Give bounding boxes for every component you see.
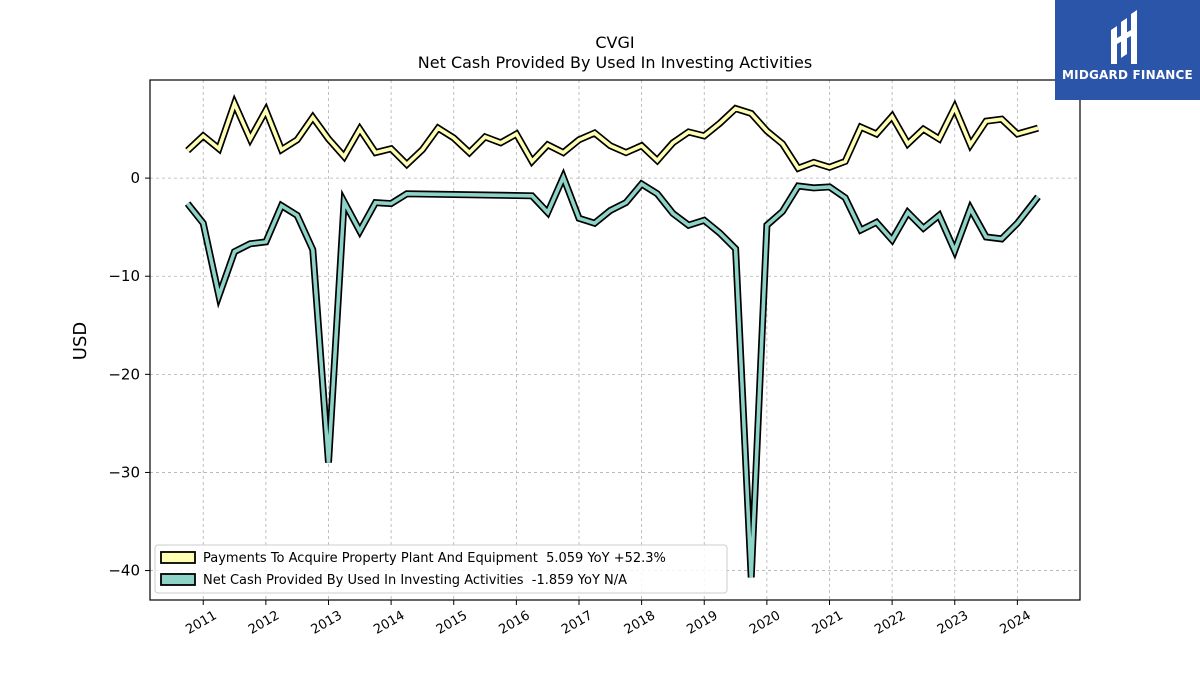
y-tick-label: −40 (108, 562, 140, 580)
x-tick-label: 2014 (371, 608, 407, 638)
x-tick-label: 2021 (810, 608, 846, 638)
x-tick-label: 2015 (434, 608, 470, 638)
x-tick-label: 2016 (497, 608, 533, 638)
y-tick-label: −30 (108, 463, 140, 481)
x-tick-label: 2023 (935, 608, 971, 638)
chart-subtitle: Net Cash Provided By Used In Investing A… (418, 53, 812, 72)
x-tick-label: 2013 (309, 608, 345, 638)
plot-frame (149, 79, 1081, 601)
legend-box (154, 544, 728, 594)
legend-label-capex: Payments To Acquire Property Plant And E… (203, 551, 666, 566)
brand-logo: MIDGARD FINANCE (1055, 0, 1200, 100)
legend-label-investing: Net Cash Provided By Used In Investing A… (203, 573, 627, 588)
x-tick-label: 2019 (684, 608, 720, 638)
x-tick-label: 2022 (872, 608, 908, 638)
legend: Payments To Acquire Property Plant And E… (154, 544, 728, 594)
series-line-1 (186, 172, 1040, 578)
series-layer (184, 93, 1041, 578)
legend-swatch-investing (160, 573, 196, 586)
y-tick-label: −10 (108, 267, 140, 285)
x-tick-label: 2024 (998, 608, 1034, 638)
series-outline-1 (184, 167, 1041, 578)
x-tick-label: 2020 (747, 608, 783, 638)
x-tick-label: 2012 (246, 608, 282, 638)
legend-swatch-capex (160, 551, 196, 564)
y-tick-label: −20 (108, 365, 140, 383)
logo-text: MIDGARD FINANCE (1062, 68, 1193, 82)
y-axis-label: USD (70, 322, 91, 360)
grid (150, 80, 1080, 600)
x-tick-label: 2017 (559, 608, 595, 638)
logo-mark-icon (1111, 10, 1137, 64)
series-outline-0 (185, 93, 1039, 173)
x-tick-label: 2011 (183, 608, 219, 638)
chart-title: CVGI (595, 33, 634, 52)
y-tick-label: 0 (130, 169, 140, 187)
series-line-0 (186, 98, 1039, 171)
x-tick-label: 2018 (622, 608, 658, 638)
